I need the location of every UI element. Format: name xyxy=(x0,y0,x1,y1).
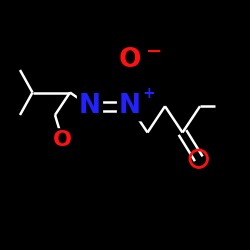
Text: N: N xyxy=(79,93,101,119)
Text: N: N xyxy=(119,93,141,119)
Text: O: O xyxy=(119,47,141,73)
Text: −: − xyxy=(146,42,162,61)
Text: O: O xyxy=(53,130,72,150)
Text: +: + xyxy=(142,86,155,101)
